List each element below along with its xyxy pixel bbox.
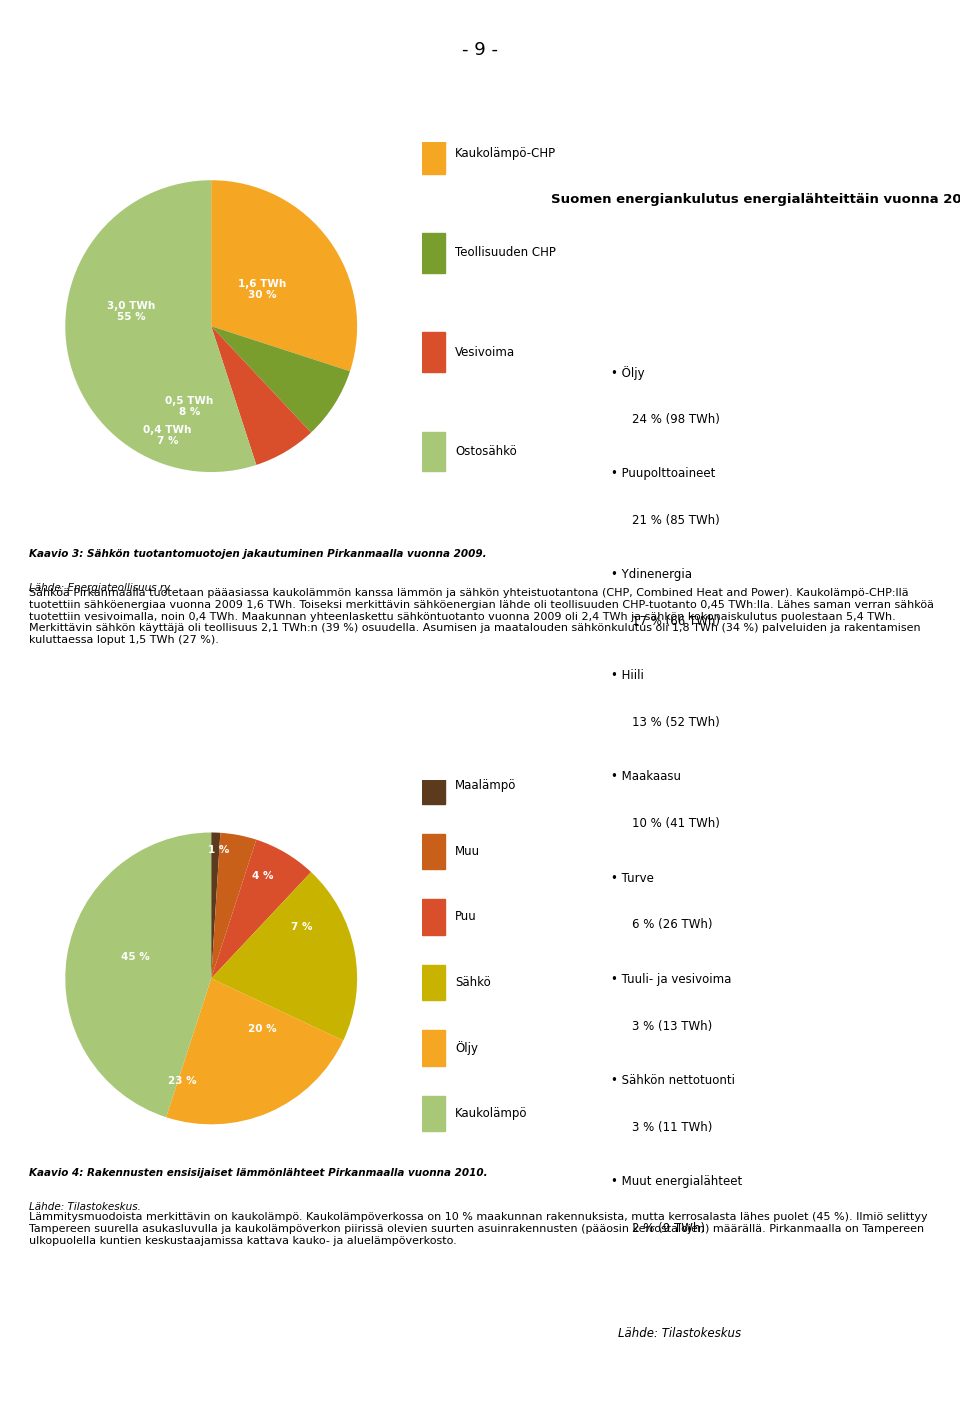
Text: Sähköä Pirkanmaalla tuotetaan pääasiassa kaukolämmön kanssa lämmön ja sähkön yht: Sähköä Pirkanmaalla tuotetaan pääasiassa… [29, 588, 934, 645]
Text: Lähde: Energiateollisuus ry.: Lähde: Energiateollisuus ry. [29, 583, 173, 593]
Text: Kaavio 4: Rakennusten ensisijaiset lämmönlähteet Pirkanmaalla vuonna 2010.: Kaavio 4: Rakennusten ensisijaiset lämmö… [29, 1168, 488, 1178]
Wedge shape [211, 832, 221, 978]
Bar [422, 431, 445, 471]
Bar [422, 332, 445, 372]
Bar [422, 1029, 445, 1066]
Text: Vesivoima: Vesivoima [455, 346, 516, 359]
Bar [422, 834, 445, 869]
Text: Sähkö: Sähkö [455, 976, 491, 988]
Text: Kaukolämpö: Kaukolämpö [455, 1107, 528, 1120]
Wedge shape [65, 832, 211, 1117]
Text: FAKTAA: FAKTAA [724, 115, 807, 133]
Bar [422, 133, 445, 173]
Text: 13 % (52 TWh): 13 % (52 TWh) [633, 716, 720, 729]
Wedge shape [211, 839, 311, 978]
Bar [422, 233, 445, 272]
Text: 0,4 TWh
7 %: 0,4 TWh 7 % [143, 425, 192, 447]
Text: Kaavio 3: Sähkön tuotantomuotojen jakautuminen Pirkanmaalla vuonna 2009.: Kaavio 3: Sähkön tuotantomuotojen jakaut… [29, 549, 487, 559]
Text: • Öljy: • Öljy [612, 366, 645, 380]
Wedge shape [211, 326, 311, 465]
Text: Muu: Muu [455, 845, 480, 858]
Text: 20 %: 20 % [248, 1024, 276, 1035]
Bar [422, 1096, 445, 1132]
Text: 24 % (98 TWh): 24 % (98 TWh) [633, 413, 720, 425]
Text: Lähde: Tilastokeskus.: Lähde: Tilastokeskus. [29, 1202, 141, 1212]
Text: 7 %: 7 % [291, 922, 312, 933]
Text: 45 %: 45 % [121, 951, 150, 961]
Wedge shape [211, 832, 256, 978]
Text: 1,6 TWh
30 %: 1,6 TWh 30 % [238, 279, 286, 301]
Bar [422, 964, 445, 1000]
Wedge shape [211, 872, 357, 1041]
Bar [422, 899, 445, 934]
Text: 4 %: 4 % [252, 871, 273, 881]
Text: Puu: Puu [455, 910, 477, 923]
Text: 17 % (66 TWh): 17 % (66 TWh) [633, 615, 720, 628]
Text: Lämmitysmuodoista merkittävin on kaukolämpö. Kaukolämpöverkossa on 10 % maakunna: Lämmitysmuodoista merkittävin on kaukolä… [29, 1212, 927, 1245]
Text: • Tuuli- ja vesivoima: • Tuuli- ja vesivoima [612, 973, 732, 986]
Text: • Puupolttoaineet: • Puupolttoaineet [612, 467, 716, 479]
Text: • Hiili: • Hiili [612, 669, 644, 682]
Text: Suomen energiankulutus energialähteittäin vuonna 2010: Suomen energiankulutus energialähteittäi… [551, 193, 960, 206]
Text: • Maakaasu: • Maakaasu [612, 770, 682, 783]
Text: - 9 -: - 9 - [462, 41, 498, 58]
Text: Maalämpö: Maalämpö [455, 780, 516, 793]
Text: Lähde: Tilastokeskus: Lähde: Tilastokeskus [618, 1327, 741, 1340]
Text: Ostosähkö: Ostosähkö [455, 445, 516, 458]
Text: 1 %: 1 % [207, 845, 229, 855]
Text: 3 % (11 TWh): 3 % (11 TWh) [633, 1120, 713, 1134]
Text: 21 % (85 TWh): 21 % (85 TWh) [633, 513, 720, 526]
Wedge shape [65, 180, 256, 472]
Text: Teollisuuden CHP: Teollisuuden CHP [455, 247, 556, 259]
Text: • Ydinenergia: • Ydinenergia [612, 569, 692, 581]
Text: 3 % (13 TWh): 3 % (13 TWh) [633, 1020, 712, 1032]
Text: • Sähkön nettotuonti: • Sähkön nettotuonti [612, 1073, 735, 1086]
Wedge shape [166, 978, 344, 1124]
Wedge shape [211, 180, 357, 372]
Text: 3,0 TWh
55 %: 3,0 TWh 55 % [107, 301, 156, 322]
Text: • Muut energialähteet: • Muut energialähteet [612, 1176, 743, 1188]
Text: Kaukolämpö-CHP: Kaukolämpö-CHP [455, 147, 556, 160]
Text: Öljy: Öljy [455, 1041, 478, 1055]
Text: 10 % (41 TWh): 10 % (41 TWh) [633, 817, 720, 830]
Text: 2 % (9 TWh): 2 % (9 TWh) [633, 1222, 706, 1235]
Bar [422, 769, 445, 804]
Wedge shape [211, 326, 350, 432]
Text: 6 % (26 TWh): 6 % (26 TWh) [633, 919, 713, 932]
Text: • Turve: • Turve [612, 872, 655, 885]
Text: 23 %: 23 % [168, 1076, 197, 1086]
Text: 0,5 TWh
8 %: 0,5 TWh 8 % [165, 396, 213, 417]
